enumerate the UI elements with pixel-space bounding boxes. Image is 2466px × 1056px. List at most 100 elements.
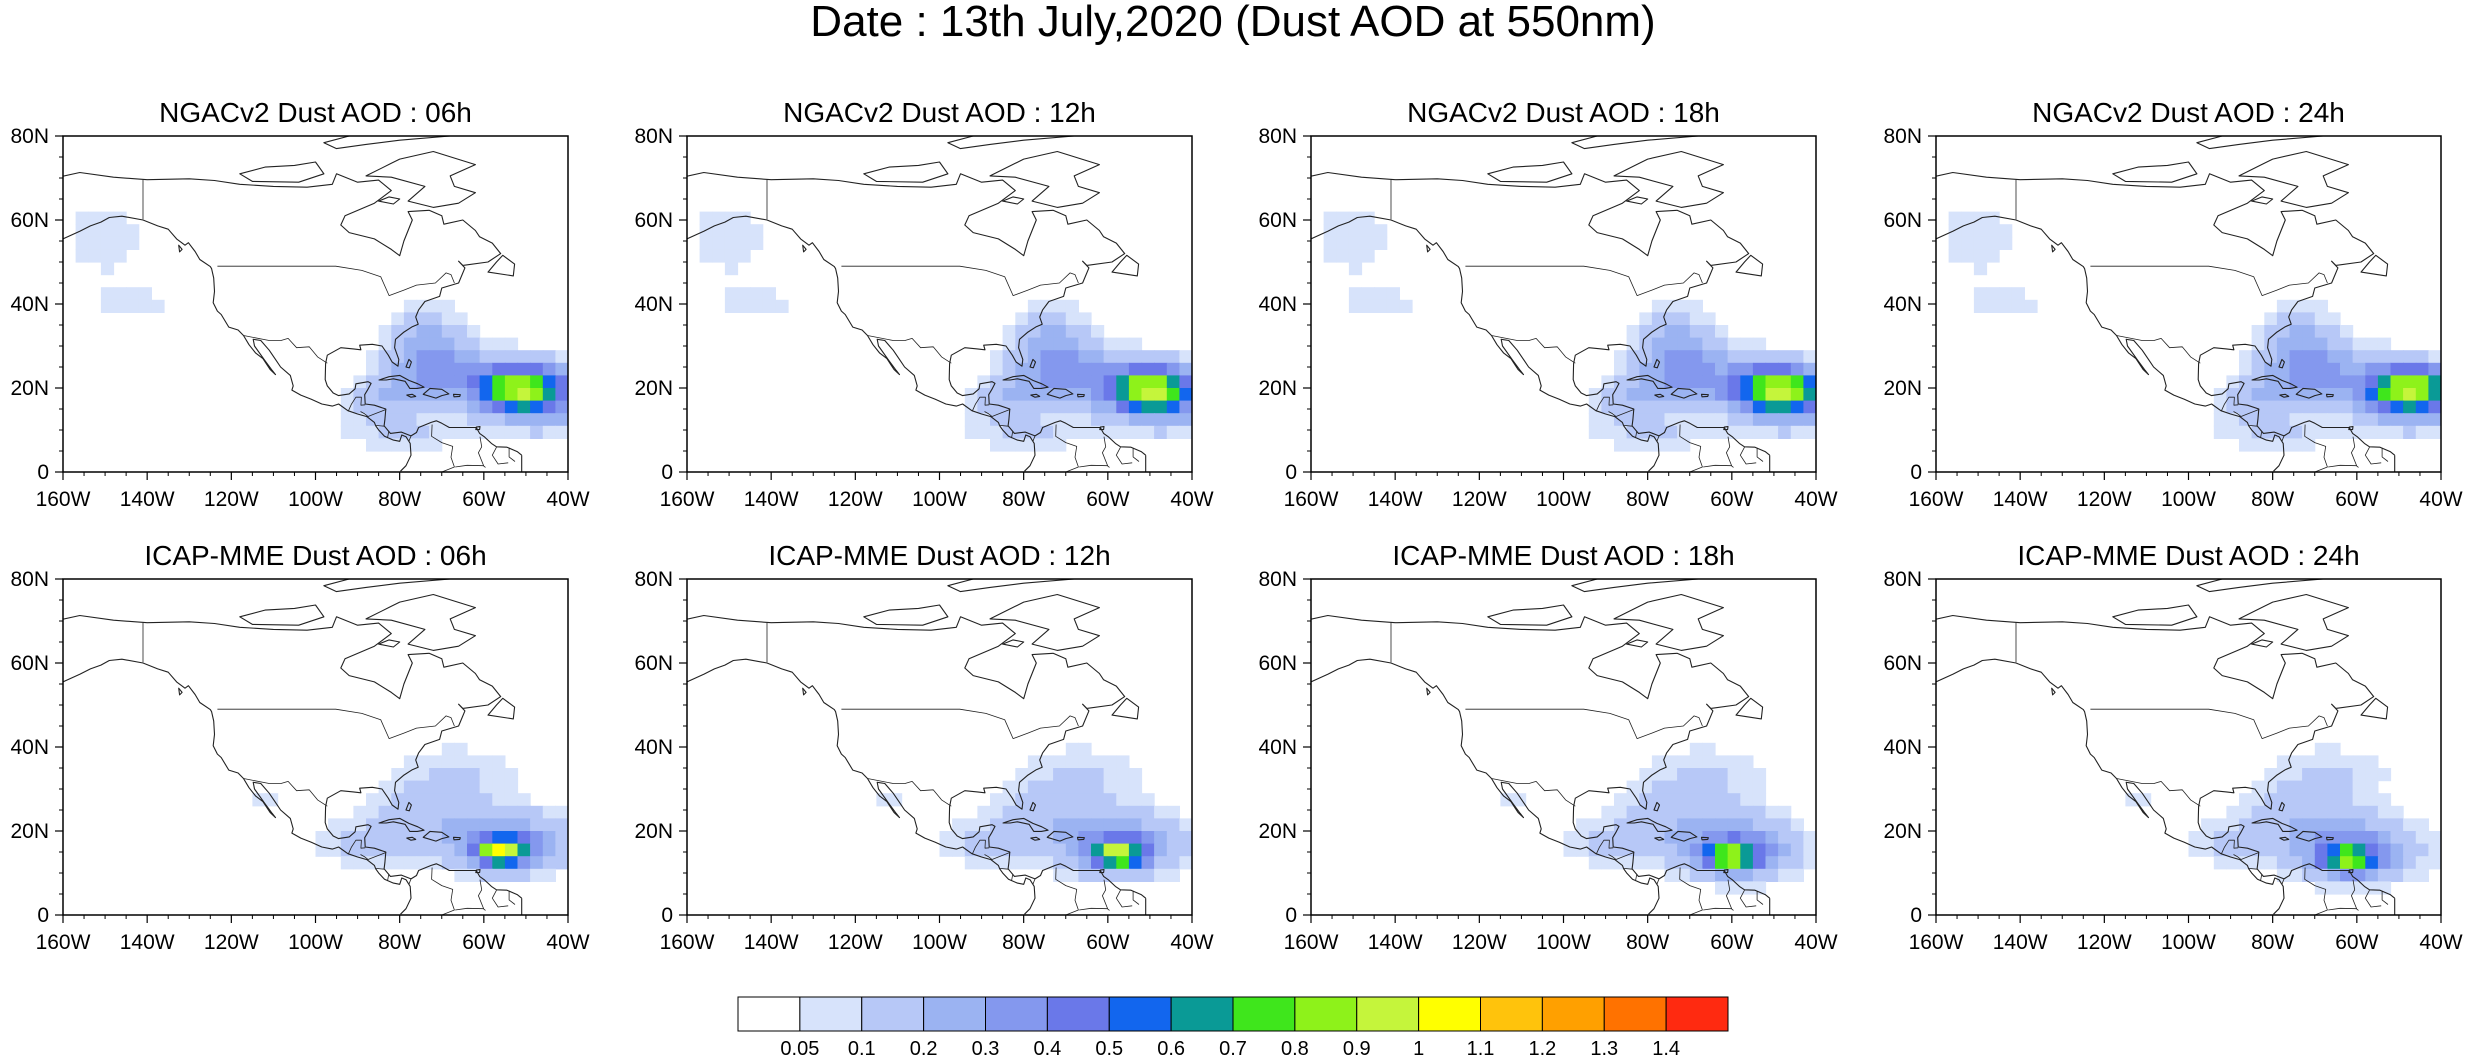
aod-cell	[403, 400, 418, 414]
aod-cell	[530, 818, 544, 832]
aod-cell	[2415, 400, 2429, 414]
aod-cell	[1116, 413, 1130, 427]
island-outline	[1099, 426, 1105, 431]
aod-cell	[378, 350, 392, 364]
island-outline	[1426, 687, 1431, 696]
aod-cell	[517, 805, 531, 819]
aod-cell	[1103, 780, 1117, 794]
aod-cell	[1973, 249, 1988, 263]
aod-cell	[1702, 337, 1716, 351]
aod-cell	[391, 362, 405, 376]
country-border	[2260, 874, 2263, 882]
aod-cell	[1588, 856, 1602, 870]
aod-cell	[1078, 831, 1092, 845]
aod-cell	[403, 768, 418, 782]
aod-cell	[2276, 780, 2291, 794]
aod-cell	[1803, 375, 1816, 389]
aod-cell	[1078, 375, 1092, 389]
aod-cell	[1091, 768, 1105, 782]
aod-cell	[391, 413, 405, 427]
aod-cell	[504, 831, 519, 845]
aod-cell	[1053, 780, 1067, 794]
aod-cell	[990, 856, 1004, 870]
aod-cell	[2251, 438, 2265, 452]
aod-cell	[1103, 818, 1117, 832]
aod-cell	[1141, 856, 1155, 870]
aod-cell	[1065, 793, 1079, 807]
aod-cell	[990, 805, 1004, 819]
island-outline	[1002, 639, 1025, 648]
colorbar-box	[1356, 996, 1420, 1032]
island-outline	[378, 639, 401, 648]
aod-field	[1948, 211, 2441, 452]
aod-cell	[1002, 362, 1016, 376]
island-outline	[1487, 161, 1573, 183]
aod-cell	[2276, 768, 2291, 782]
aod-cell	[366, 438, 380, 452]
aod-cell	[492, 755, 506, 769]
aod-cell	[113, 211, 127, 225]
aod-cell	[542, 868, 556, 882]
aod-cell	[1576, 818, 1590, 832]
aod-cell	[2403, 413, 2417, 427]
aod-cell	[1999, 287, 2013, 301]
aod-cell	[1179, 350, 1192, 364]
aod-cell	[699, 211, 713, 225]
aod-cell	[2289, 312, 2303, 326]
panel-title: NGACv2 Dust AOD : 12h	[783, 97, 1096, 128]
aod-cell	[1336, 211, 1350, 225]
aod-cell	[2428, 400, 2441, 414]
aod-cell	[1664, 856, 1678, 870]
aod-cell	[1002, 350, 1016, 364]
aod-cell	[2403, 400, 2417, 414]
aod-cell	[1078, 742, 1092, 756]
aod-cell	[138, 299, 152, 313]
aod-cell	[1765, 843, 1779, 857]
aod-cell	[1166, 868, 1180, 882]
aod-cell	[2340, 793, 2354, 807]
aod-cell	[724, 299, 739, 313]
aod-cell	[1027, 843, 1042, 857]
aod-cell	[1778, 425, 1792, 439]
aod-cell	[2289, 793, 2303, 807]
country-border	[867, 335, 952, 364]
aod-cell	[1015, 388, 1029, 402]
country-border	[2249, 868, 2258, 870]
aod-cell	[1386, 287, 1400, 301]
aod-cell	[1601, 388, 1615, 402]
aod-cell	[1091, 375, 1105, 389]
aod-cell	[2276, 337, 2291, 351]
aod-cell	[2213, 856, 2227, 870]
aod-cell	[2289, 438, 2303, 452]
aod-cell	[2314, 400, 2328, 414]
aod-cell	[2340, 413, 2354, 427]
lon-tick-label: 80W	[378, 488, 421, 511]
aod-cell	[1078, 768, 1092, 782]
aod-cell	[1078, 425, 1092, 439]
aod-cell	[530, 868, 544, 882]
aod-cell	[441, 780, 455, 794]
aod-cell	[1116, 388, 1130, 402]
aod-cell	[1727, 843, 1741, 857]
aod-cell	[2377, 337, 2392, 351]
island-outline	[1029, 358, 1037, 369]
aod-cell	[555, 805, 568, 819]
aod-cell	[1116, 768, 1130, 782]
aod-cell	[504, 400, 519, 414]
aod-cell	[1027, 337, 1042, 351]
island-outline	[365, 593, 476, 651]
aod-cell	[2327, 325, 2341, 339]
lon-tick-label: 80W	[1626, 931, 1669, 954]
aod-cell	[1103, 400, 1117, 414]
aod-cell	[1765, 831, 1779, 845]
aod-cell	[1348, 249, 1363, 263]
aod-cell	[1689, 312, 1703, 326]
aod-cell	[429, 438, 443, 452]
aod-cell	[1015, 413, 1029, 427]
lon-tick-label: 40W	[2419, 488, 2462, 511]
lat-tick-label: 40N	[1883, 293, 1922, 316]
aod-cell	[1664, 843, 1678, 857]
aod-cell	[737, 299, 751, 313]
aod-cell	[1689, 805, 1703, 819]
aod-cell	[1103, 868, 1117, 882]
